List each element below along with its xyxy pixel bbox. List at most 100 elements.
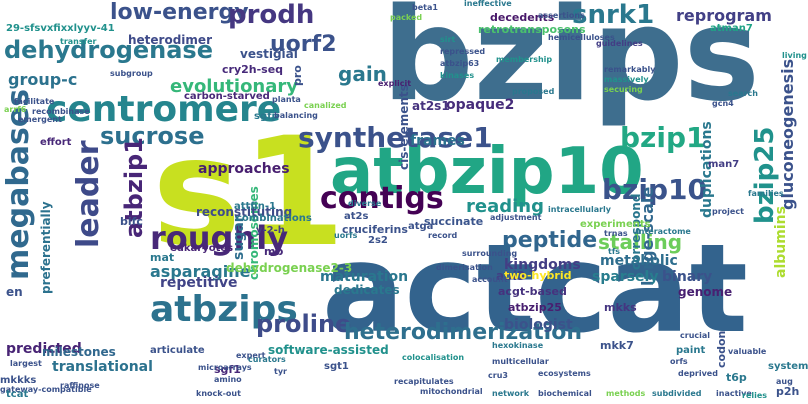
word: surrounding bbox=[462, 249, 518, 258]
word: facilitate bbox=[14, 97, 55, 106]
word: opaque2 bbox=[446, 97, 515, 113]
word: sirt bbox=[440, 35, 456, 44]
word: interactome bbox=[636, 227, 691, 236]
word: families bbox=[748, 189, 784, 198]
word: record bbox=[428, 231, 458, 240]
word: diverse bbox=[348, 199, 382, 208]
word: bifc bbox=[120, 215, 143, 228]
word: heterodimerization bbox=[344, 320, 582, 345]
word: at2s bbox=[344, 211, 369, 222]
word: orfs bbox=[670, 357, 688, 366]
word: canalized bbox=[304, 101, 347, 110]
word: atbzip25 bbox=[508, 301, 562, 314]
word: ineffective bbox=[464, 0, 512, 8]
word: aug bbox=[776, 377, 793, 386]
word: ecosystems bbox=[538, 369, 591, 378]
word: genome bbox=[678, 285, 733, 299]
word: emergent bbox=[18, 115, 62, 124]
word: project bbox=[712, 207, 744, 216]
word: packed bbox=[390, 13, 423, 22]
word: tcat bbox=[6, 389, 29, 400]
word: evolutionary bbox=[170, 76, 299, 97]
word: reprogram bbox=[676, 6, 772, 25]
word: atman7 bbox=[710, 23, 753, 34]
word: microarrays bbox=[198, 363, 252, 372]
word: explicit bbox=[378, 79, 412, 88]
word: synthetase1 bbox=[298, 121, 493, 154]
word: sgfp bbox=[254, 111, 279, 122]
word: uorf2 bbox=[270, 32, 337, 57]
word: guidelines bbox=[596, 39, 643, 48]
word: group-c bbox=[8, 70, 78, 89]
word: deprived bbox=[678, 369, 718, 378]
word: securing bbox=[604, 85, 643, 94]
word: repressed bbox=[440, 47, 486, 56]
word: albumins bbox=[773, 206, 789, 278]
word: metabolic bbox=[600, 253, 678, 269]
word: bzips bbox=[382, 0, 760, 130]
word: amino bbox=[214, 375, 242, 384]
word: sparsely bbox=[592, 269, 659, 285]
word: translational bbox=[52, 359, 153, 375]
word: man7 bbox=[708, 159, 740, 170]
word: balancing bbox=[274, 111, 318, 120]
word: mat bbox=[150, 251, 175, 264]
word: proposed bbox=[512, 87, 555, 96]
word: snrk1 bbox=[572, 0, 655, 30]
word: uorfs bbox=[334, 231, 358, 240]
word: mkks bbox=[604, 301, 637, 314]
word: biochemical bbox=[538, 389, 592, 398]
word: network bbox=[492, 389, 530, 398]
word: paint bbox=[676, 345, 706, 356]
word: asparagine bbox=[150, 262, 251, 281]
word: methods bbox=[606, 389, 646, 398]
word: repetitive bbox=[160, 275, 238, 291]
word: colocalisation bbox=[402, 353, 465, 362]
word: 2s2 bbox=[368, 235, 388, 246]
word: recapitulates bbox=[394, 377, 454, 386]
word: approaches bbox=[198, 161, 290, 177]
word: sucrose bbox=[100, 122, 205, 150]
word: biologist bbox=[504, 317, 573, 333]
word: pro bbox=[291, 65, 304, 86]
word: decedents bbox=[490, 11, 555, 24]
word: prodh bbox=[228, 0, 315, 30]
word: assertions bbox=[538, 11, 585, 20]
word: codon bbox=[715, 330, 728, 368]
word: gateway-compatible bbox=[0, 385, 92, 394]
word: intracellularly bbox=[548, 205, 611, 214]
word: reconstituting bbox=[196, 205, 293, 219]
word: sgt1 bbox=[324, 361, 349, 372]
word: en bbox=[6, 285, 23, 299]
word: knock-out bbox=[196, 389, 241, 398]
word: multicellular bbox=[492, 357, 549, 366]
word: effort bbox=[40, 137, 72, 148]
word: p2h bbox=[776, 385, 800, 398]
word: abi3 bbox=[496, 269, 526, 283]
word: stalling bbox=[598, 230, 683, 254]
word: recombinase bbox=[32, 107, 90, 116]
word: proline bbox=[256, 310, 352, 338]
word: subgroup bbox=[110, 69, 153, 78]
word: trnas bbox=[604, 229, 628, 238]
word: atbzip63 bbox=[440, 59, 480, 68]
word: articulate bbox=[150, 345, 205, 356]
word: cru3 bbox=[488, 371, 508, 380]
word: planta bbox=[272, 95, 301, 104]
word: cruciferins bbox=[342, 223, 408, 236]
word: leader bbox=[71, 140, 106, 249]
word: dedicates bbox=[334, 283, 400, 297]
word: sgf1 bbox=[214, 363, 241, 376]
word: low-energy bbox=[110, 0, 249, 25]
word: raffinose bbox=[60, 381, 100, 390]
word: inactive bbox=[716, 389, 752, 398]
word: retrotransposons bbox=[478, 23, 586, 36]
word: gluconeogenesis bbox=[778, 58, 797, 210]
word: bzip1 bbox=[620, 121, 706, 154]
word: at2s1 bbox=[412, 99, 450, 113]
word: centromere bbox=[46, 89, 282, 130]
word: s1 bbox=[152, 106, 346, 280]
word: expert bbox=[236, 351, 266, 360]
word: atbzip10 bbox=[330, 135, 644, 209]
